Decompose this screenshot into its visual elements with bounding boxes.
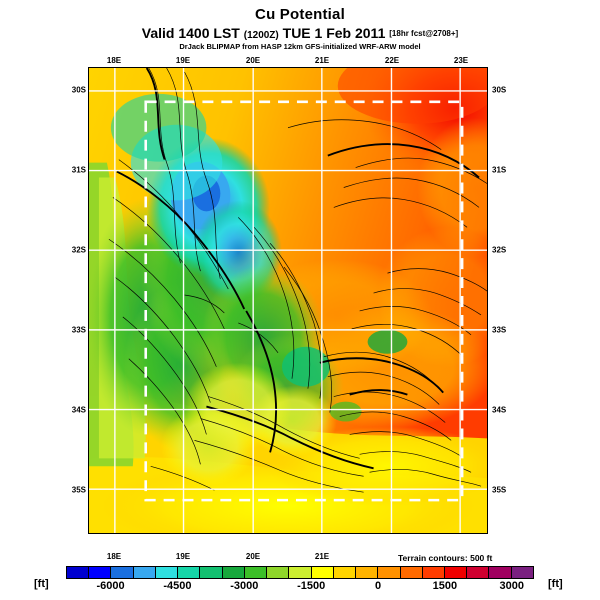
lon-label-top: 23E <box>453 56 469 65</box>
lat-label-left: 31S <box>71 165 86 175</box>
page-title: Cu Potential <box>255 6 345 23</box>
colorbar-swatch <box>133 567 156 578</box>
lon-label-top: 21E <box>314 56 330 65</box>
colorbar-swatch <box>333 567 357 578</box>
colorbar-swatch <box>467 567 490 578</box>
colorbar-tick-label: -1500 <box>297 580 326 592</box>
graticule <box>89 68 487 533</box>
colorbar-swatch <box>311 567 334 578</box>
lat-label-left: 30S <box>71 85 86 95</box>
lat-label-right: 30S <box>492 85 507 95</box>
colorbar-unit-left: [ft] <box>34 578 49 590</box>
colorbar[interactable] <box>66 566 534 579</box>
colorbar-swatch <box>89 567 112 578</box>
lat-label-left: 34S <box>71 405 86 415</box>
lat-label-right: 33S <box>492 325 507 335</box>
colorbar-swatch <box>244 567 268 578</box>
colorbar-swatch <box>67 567 90 578</box>
cu-potential-field <box>89 68 487 533</box>
colorbar-tick-label: 1500 <box>432 580 458 592</box>
colorbar-swatch <box>178 567 201 578</box>
colorbar-swatch <box>289 567 312 578</box>
colorbar-swatch <box>378 567 401 578</box>
lon-label-top: 19E <box>175 56 191 65</box>
lon-label-top: 20E <box>245 56 261 65</box>
colorbar-swatch <box>511 567 533 578</box>
forecast-hour-note: [18hr fcst@2708+] <box>389 29 459 38</box>
lat-label-right: 32S <box>492 245 507 255</box>
colorbar-swatch <box>200 567 223 578</box>
valid-time-zulu: (1200Z) <box>243 30 279 41</box>
lon-label-bottom: 21E <box>314 552 330 561</box>
lon-label-top: 22E <box>384 56 400 65</box>
colorbar-tick-label: 3000 <box>499 580 524 592</box>
valid-date: TUE 1 Feb 2011 <box>282 25 386 41</box>
inner-domain-box <box>144 100 464 502</box>
valid-time-local: Valid 1400 LST <box>141 25 240 41</box>
lon-label-bottom: 20E <box>245 552 261 561</box>
lon-label-bottom: 18E <box>106 552 122 561</box>
model-attribution: DrJack BLIPMAP from HASP 12km GFS-initia… <box>179 42 421 51</box>
lat-label-left: 33S <box>71 325 86 335</box>
valid-time-line: Valid 1400 LST (1200Z) TUE 1 Feb 2011 [1… <box>0 25 600 41</box>
terrain-contour-note: Terrain contours: 500 ft <box>398 553 493 563</box>
lat-label-right: 35S <box>492 485 507 495</box>
colorbar-tick-label: 0 <box>374 580 382 592</box>
colorbar-swatch <box>400 567 423 578</box>
colorbar-tick-label: -3000 <box>230 580 259 592</box>
colorbar-tick-label: -4500 <box>163 580 192 592</box>
colorbar-swatch <box>422 567 445 578</box>
lat-label-left: 35S <box>71 485 86 495</box>
map-panel[interactable] <box>88 67 488 534</box>
lat-label-left: 32S <box>71 245 86 255</box>
terrain-contours-major <box>116 68 480 470</box>
colorbar-swatch <box>489 567 512 578</box>
colorbar-swatch <box>111 567 134 578</box>
lon-label-top: 18E <box>106 56 122 65</box>
colorbar-tick-label: -6000 <box>96 580 125 592</box>
colorbar-swatch <box>444 567 468 578</box>
colorbar-swatch <box>155 567 179 578</box>
colorbar-swatch <box>267 567 290 578</box>
lat-label-right: 34S <box>492 405 507 415</box>
lat-label-right: 31S <box>492 165 507 175</box>
colorbar-unit-right: [ft] <box>548 578 563 590</box>
lon-label-bottom: 19E <box>175 552 191 561</box>
colorbar-swatch <box>222 567 245 578</box>
colorbar-swatch <box>356 567 379 578</box>
